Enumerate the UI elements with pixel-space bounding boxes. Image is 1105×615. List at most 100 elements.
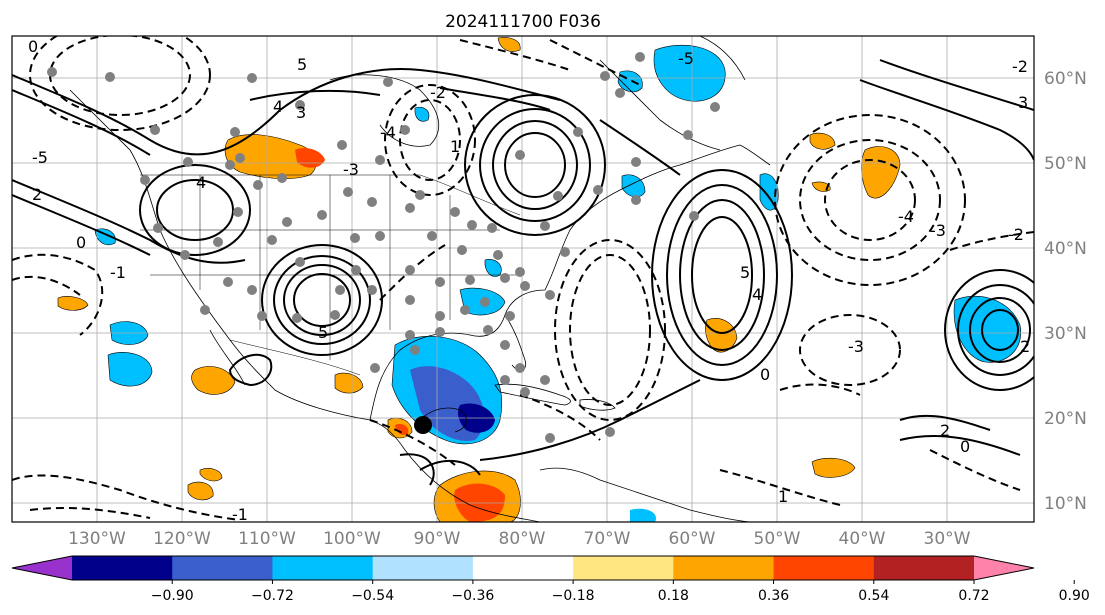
colorbar-segment <box>472 556 574 580</box>
svg-text:-5: -5 <box>678 49 694 68</box>
svg-text:3: 3 <box>296 103 306 122</box>
colorbar-tick-label: 0.18 <box>658 588 689 604</box>
lon-label: 120°W <box>153 529 211 549</box>
lon-label: 80°W <box>499 529 546 549</box>
contour-labels: 0 -5 5 -4 4 -3 3 -2 2 -1 1 0 5 -5 4 -4 -… <box>28 37 1030 524</box>
dashed-contours <box>12 36 1034 521</box>
colorbar-segment <box>773 556 875 580</box>
shade-pacific-blue2 <box>107 352 153 387</box>
shade-mex-orange <box>191 366 236 395</box>
svg-text:5: 5 <box>318 323 328 342</box>
colorbar-segment <box>873 556 975 580</box>
svg-text:-5: -5 <box>32 148 48 167</box>
lat-label: 60°N <box>1044 69 1087 89</box>
lon-label: 100°W <box>323 529 381 549</box>
shade-pac-orange <box>57 296 89 311</box>
shade-atl-orange3 <box>809 132 836 150</box>
lon-label: 70°W <box>584 529 631 549</box>
shade-ns-blue <box>759 173 779 211</box>
svg-text:-1: -1 <box>110 263 126 282</box>
map-area <box>12 36 1034 522</box>
colorbar-outline <box>11 555 1035 581</box>
svg-text:5: 5 <box>740 263 750 282</box>
colorbar: −0.90 −0.72 −0.54 −0.36 −0.18 0.18 0.36 0.54 0.7… <box>11 555 1090 604</box>
lat-label: 50°N <box>1044 154 1087 174</box>
coast-yucatan <box>419 407 467 433</box>
shade-mex-orange2 <box>334 372 364 394</box>
coast-nf <box>739 144 771 166</box>
lon-label: 30°W <box>924 529 971 549</box>
station-dots <box>47 52 720 443</box>
colorbar-tick-label: 0.54 <box>858 588 889 604</box>
coast-sa <box>539 467 751 522</box>
coastlines <box>69 36 771 522</box>
shade-pac-orange2 <box>187 481 214 501</box>
shade-nz-orange <box>497 37 521 52</box>
colorbar-tick-label: 0.72 <box>958 588 989 604</box>
coast-gulf <box>369 144 741 421</box>
svg-text:2: 2 <box>32 185 42 204</box>
lon-label: 40°W <box>839 529 886 549</box>
shade-canada-blue <box>653 44 726 102</box>
svg-text:-2: -2 <box>1008 225 1024 244</box>
lon-label: 90°W <box>414 529 461 549</box>
colorbar-tick-label: −0.18 <box>552 588 595 604</box>
svg-text:1: 1 <box>450 137 460 156</box>
colorbar-tick-label: −0.54 <box>351 588 394 604</box>
svg-text:-2: -2 <box>430 83 446 102</box>
svg-text:-3: -3 <box>343 160 359 179</box>
colorbar-segment <box>573 556 674 580</box>
lon-label: 60°W <box>669 529 716 549</box>
colorbar-extend-high <box>974 556 1034 580</box>
lon-label: 50°W <box>754 529 801 549</box>
svg-text:-3: -3 <box>930 221 946 240</box>
solid-contours <box>12 59 1034 486</box>
coast-hispaniola <box>579 399 616 411</box>
colorbar-tick-label: 0.36 <box>758 588 789 604</box>
map-frame <box>11 35 1035 523</box>
coast-na-west <box>69 89 541 522</box>
svg-text:-4: -4 <box>380 123 396 142</box>
lat-axis-labels: 60°N 50°N 40°N 30°N 20°N 10°N <box>1044 69 1087 514</box>
colorbar-segment <box>172 556 273 580</box>
shade-yuc-red <box>395 424 409 435</box>
coast-hudson <box>329 74 439 147</box>
coast-labrador <box>599 59 721 151</box>
svg-text:4: 4 <box>273 97 283 116</box>
svg-text:2: 2 <box>1020 337 1030 356</box>
lat-label: 10°N <box>1044 494 1087 514</box>
colorbar-segment <box>72 556 173 580</box>
svg-text:-4: -4 <box>898 207 914 226</box>
colorbar-segment <box>272 556 374 580</box>
svg-text:0: 0 <box>960 437 970 456</box>
svg-text:0: 0 <box>760 365 770 384</box>
colorbar-tick-label: 0.90 <box>1059 588 1090 604</box>
svg-text:-3: -3 <box>848 337 864 356</box>
svg-text:-2: -2 <box>1012 57 1028 76</box>
lon-label: 110°W <box>238 529 296 549</box>
svg-text:2: 2 <box>940 421 950 440</box>
lon-axis-labels: 130°W 120°W 110°W 100°W 90°W 80°W 70°W 6… <box>68 529 971 549</box>
colorbar-segment <box>372 556 474 580</box>
shade-bc-blue <box>414 106 430 122</box>
graticule <box>12 36 1034 522</box>
svg-text:4: 4 <box>196 173 206 192</box>
svg-text:0: 0 <box>28 37 38 56</box>
lat-label: 30°N <box>1044 324 1087 344</box>
map-title: 2024111700 F036 <box>445 12 601 32</box>
colorbar-extend-low <box>12 556 72 580</box>
svg-text:0: 0 <box>76 233 86 252</box>
coast-greenland <box>699 36 746 81</box>
colorbar-segment <box>673 556 775 580</box>
svg-text:-1: -1 <box>232 505 248 524</box>
colorbar-tick-label: −0.36 <box>451 588 494 604</box>
svg-text:4: 4 <box>752 285 762 304</box>
lon-label: 130°W <box>68 529 126 549</box>
svg-text:1: 1 <box>778 487 788 506</box>
lat-label: 20°N <box>1044 409 1087 429</box>
svg-text:3: 3 <box>1018 93 1028 112</box>
shade-carib-blue <box>630 508 656 522</box>
svg-text:5: 5 <box>297 55 307 74</box>
coast-baja <box>209 329 246 386</box>
